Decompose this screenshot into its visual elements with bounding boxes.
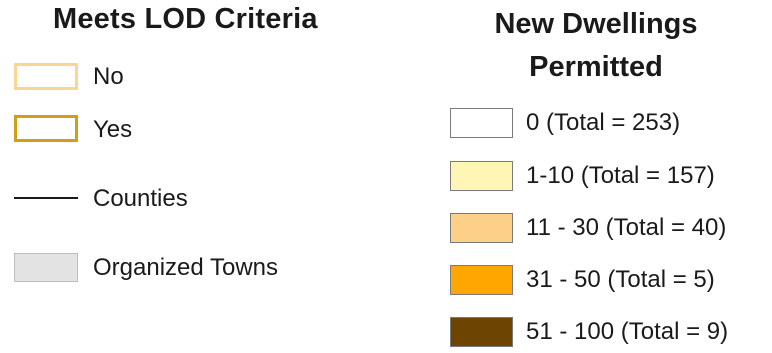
lod-yes-label: Yes <box>93 116 133 143</box>
dwellings-title-line2: Permitted <box>529 51 663 83</box>
counties-line-symbol <box>14 197 78 199</box>
class-swatch-1-10 <box>450 161 513 191</box>
class-label-11-30: 11 - 30 (Total = 40) <box>526 214 727 241</box>
lod-no-swatch <box>14 63 78 90</box>
new-dwellings-legend: New Dwellings Permitted 0 (Total = 253) … <box>420 0 772 353</box>
organized-towns-swatch <box>14 253 78 282</box>
class-label-31-50: 31 - 50 (Total = 5) <box>526 266 715 293</box>
class-swatch-0 <box>450 108 513 138</box>
class-label-0: 0 (Total = 253) <box>526 109 681 136</box>
lod-yes-swatch <box>14 115 78 142</box>
lod-no-label: No <box>93 63 124 90</box>
dwellings-legend-title: New Dwellings Permitted <box>420 3 772 89</box>
class-label-1-10: 1-10 (Total = 157) <box>526 162 715 189</box>
class-swatch-31-50 <box>450 265 513 295</box>
class-swatch-11-30 <box>450 213 513 243</box>
class-swatch-51-100 <box>450 317 513 347</box>
lod-criteria-legend: Meets LOD Criteria No Yes Counties Organ… <box>0 0 360 353</box>
dwellings-title-line1: New Dwellings <box>494 8 698 40</box>
counties-label: Counties <box>93 185 188 212</box>
class-label-51-100: 51 - 100 (Total = 9) <box>526 318 729 345</box>
organized-towns-label: Organized Towns <box>93 254 278 281</box>
lod-legend-title: Meets LOD Criteria <box>53 3 318 35</box>
